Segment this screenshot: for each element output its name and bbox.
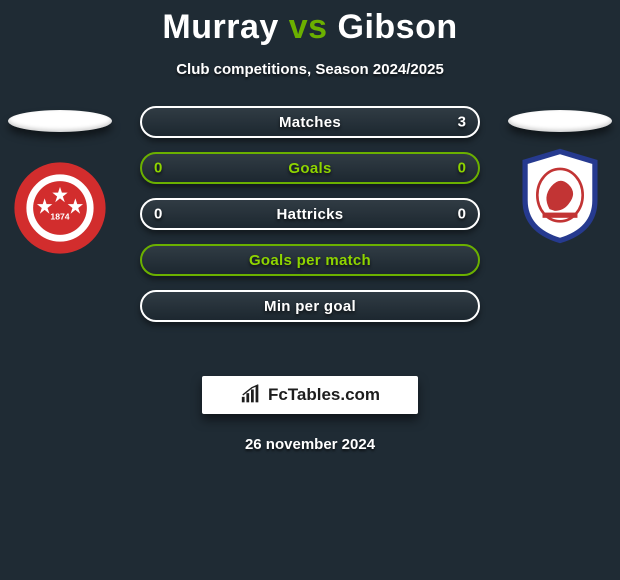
svg-text:1874: 1874	[50, 212, 69, 222]
stat-row: Matches 3	[140, 106, 480, 138]
stat-left-value: 0	[154, 206, 162, 223]
club-crest-1: 1874	[12, 160, 108, 256]
main-area: 1874 Ma	[0, 106, 620, 366]
crest1-icon: 1874	[12, 160, 108, 256]
comparison-card: Murray vs Gibson Club competitions, Seas…	[0, 0, 620, 580]
stat-right-value: 0	[458, 206, 466, 223]
stat-row: Goals 0 0	[140, 152, 480, 184]
player2-shadow	[508, 110, 612, 132]
stat-right-value: 3	[458, 114, 466, 131]
left-side: 1874	[0, 106, 120, 256]
sponsor-text: FcTables.com	[268, 385, 380, 405]
date-footnote: 26 november 2024	[0, 436, 620, 453]
stat-label: Hattricks	[277, 206, 344, 223]
stat-row: Hattricks 0 0	[140, 198, 480, 230]
crest2-icon	[512, 148, 608, 244]
player1-shadow	[8, 110, 112, 132]
stat-right-value: 0	[458, 160, 466, 177]
stats-table: Matches 3 Goals 0 0 Hattricks 0 0 Goals per matc…	[140, 106, 480, 336]
subtitle: Club competitions, Season 2024/2025	[0, 61, 620, 78]
vs-text: vs	[289, 8, 328, 46]
stat-label: Goals	[288, 160, 331, 177]
stat-row: Min per goal	[140, 290, 480, 322]
sponsor-badge: FcTables.com	[202, 376, 418, 414]
club-crest-2	[512, 148, 608, 244]
stat-left-value: 0	[154, 160, 162, 177]
player1-name: Murray	[162, 8, 278, 46]
chart-icon	[240, 384, 262, 406]
stat-label: Matches	[279, 114, 341, 131]
player2-name: Gibson	[338, 8, 458, 46]
stat-label: Goals per match	[249, 252, 371, 269]
stat-label: Min per goal	[264, 298, 356, 315]
stat-row: Goals per match	[140, 244, 480, 276]
right-side	[500, 106, 620, 244]
page-title: Murray vs Gibson	[0, 0, 620, 47]
